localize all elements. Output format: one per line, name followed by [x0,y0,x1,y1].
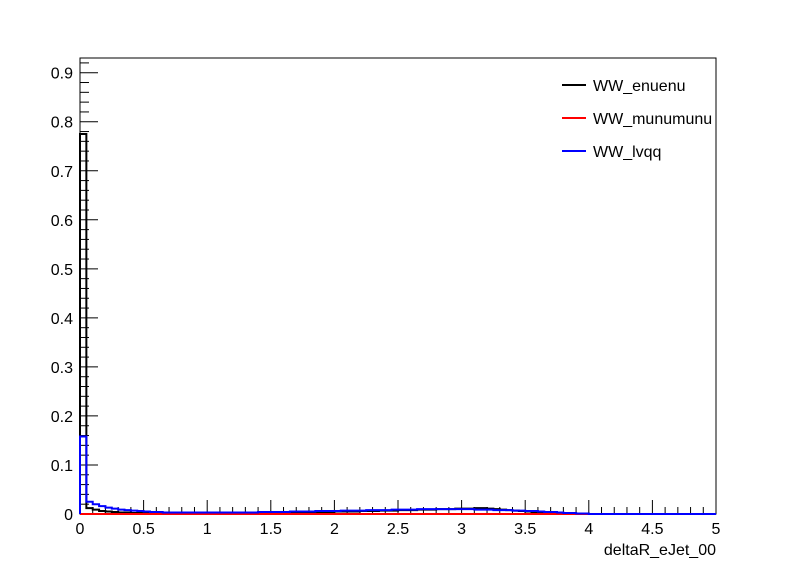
y-tick-label: 0.3 [51,360,73,377]
y-tick-label: 0.5 [51,262,73,279]
x-tick-label: 2.5 [387,521,409,538]
x-tick-label: 0.5 [132,521,154,538]
legend-label: WW_lvqq [593,144,661,161]
histogram-series [79,133,716,515]
y-tick-label: 0.1 [51,458,73,475]
y-tick-label: 0.4 [51,311,73,328]
x-axis-ticks: 0 0.5 1 1.5 2 2.5 3 3.5 4 4.5 5 [76,500,721,538]
y-tick-label: 0 [64,507,73,524]
x-tick-label: 1 [203,521,212,538]
y-tick-label: 0.2 [51,409,73,426]
y-tick-label: 0.9 [51,66,73,83]
x-tick-label: 2 [330,521,339,538]
x-tick-label: 4 [584,521,593,538]
legend-label: WW_munumunu [593,111,712,128]
legend: WW_enuenu WW_munumunu WW_lvqq [562,78,712,161]
x-tick-label: 5 [712,521,721,538]
series-WW_lvqq-line [79,435,716,515]
legend-label: WW_enuenu [593,78,686,95]
series-WW_enuenu-line [79,133,716,515]
x-tick-label: 0 [76,521,85,538]
x-tick-label: 3 [457,521,466,538]
y-tick-label: 0.6 [51,213,73,230]
x-tick-label: 4.5 [641,521,663,538]
x-tick-label: 3.5 [514,521,536,538]
x-tick-label: 1.5 [260,521,282,538]
y-tick-label: 0.7 [51,164,73,181]
y-axis-ticks: 0 0.1 0.2 0.3 0.4 0.5 0.6 0.7 0.8 0.9 [51,62,98,524]
y-tick-label: 0.8 [51,115,73,132]
x-axis-label: deltaR_eJet_00 [604,542,716,559]
